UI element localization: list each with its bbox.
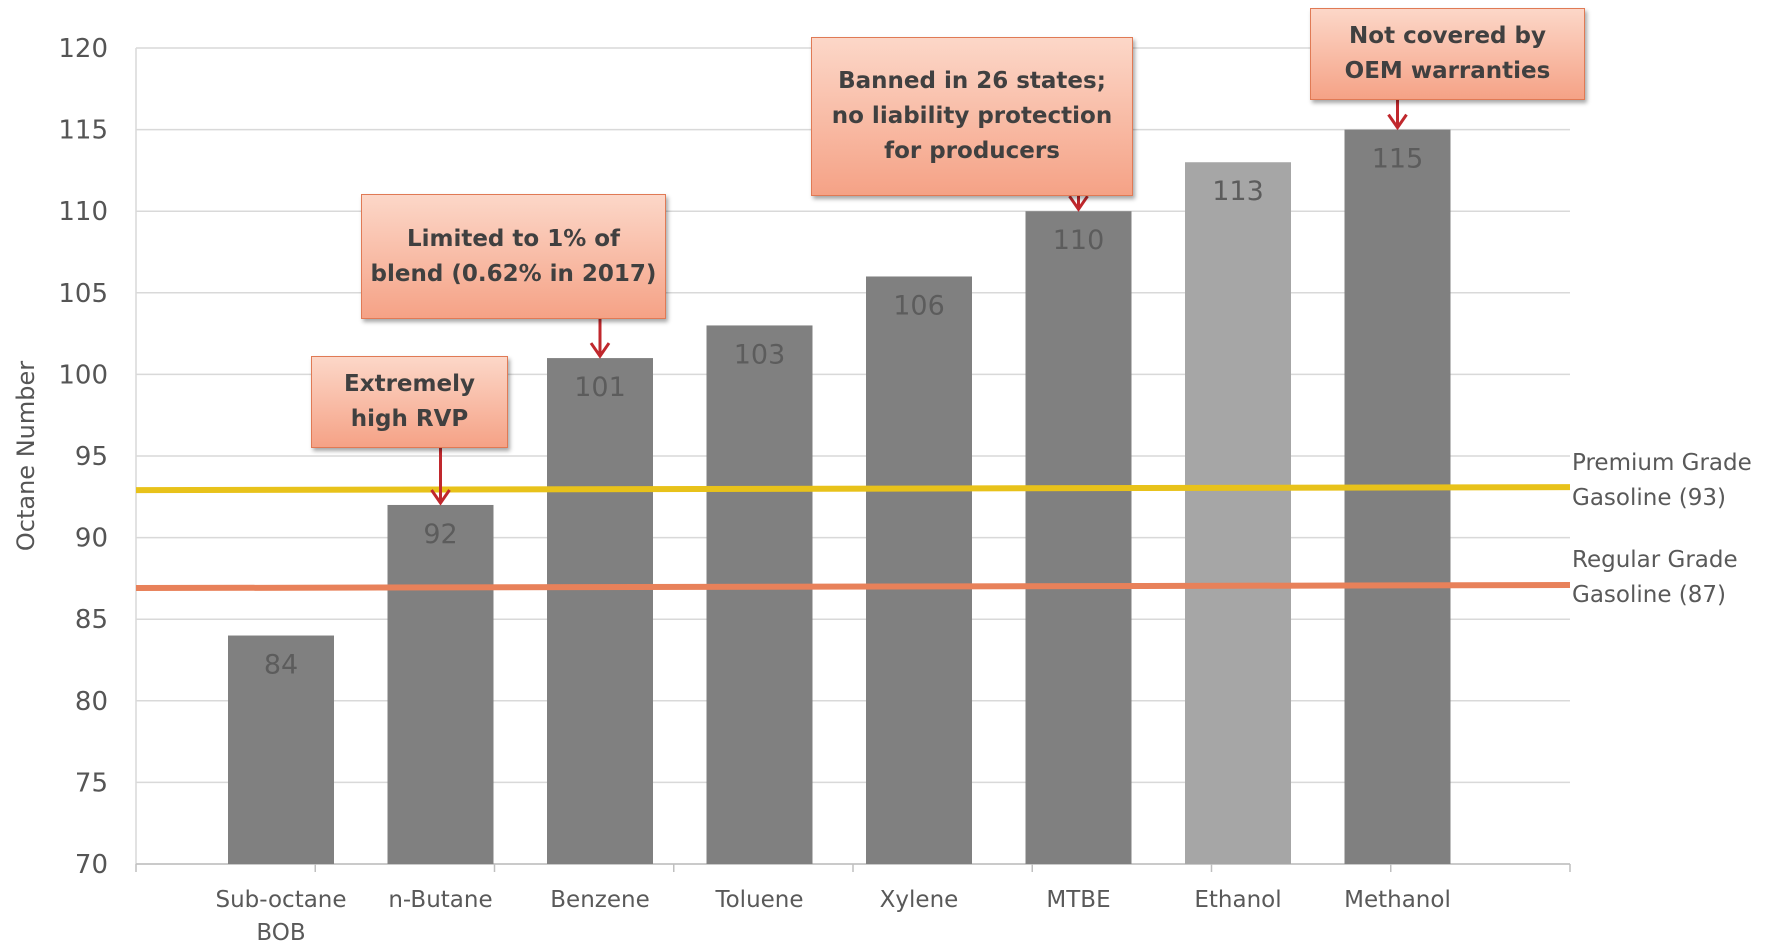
y-tick-label: 80 xyxy=(75,687,108,717)
reference-line-label: Regular Grade Gasoline (87) xyxy=(1572,547,1738,608)
bar-value-label: 101 xyxy=(574,372,626,403)
annotation-callout: Not covered by OEM warranties xyxy=(1310,8,1585,100)
y-tick-label: 100 xyxy=(58,360,108,390)
annotation-callout: Banned in 26 states; no liability protec… xyxy=(811,37,1133,196)
reference-lines: Premium Grade Gasoline (93) Regular Grade G… xyxy=(135,450,1752,608)
bar xyxy=(1344,129,1451,865)
annotation-arrow-head xyxy=(1387,113,1408,131)
bars: 84 92 101 103 106 110 113 115 xyxy=(228,129,1451,865)
x-category-label: n-Butane xyxy=(388,887,492,913)
bar xyxy=(706,325,813,864)
annotation-arrow-head xyxy=(430,489,451,506)
annotation-arrow-head xyxy=(1068,195,1089,212)
bar-value-label: 110 xyxy=(1053,225,1105,256)
annotation-arrows xyxy=(430,100,1408,506)
y-tick-label: 110 xyxy=(58,197,108,227)
y-tick-label: 70 xyxy=(75,850,108,880)
x-category-label: Sub-octane BOB xyxy=(215,887,346,941)
bar xyxy=(1025,211,1132,864)
x-category-label: Xylene xyxy=(880,887,959,913)
reference-line xyxy=(135,484,1571,494)
bar xyxy=(228,635,334,864)
y-tick-label: 75 xyxy=(75,768,108,798)
x-category-label: Methanol xyxy=(1344,887,1451,913)
x-category-label: Ethanol xyxy=(1194,887,1281,913)
y-tick-label: 85 xyxy=(75,605,108,635)
bar-value-label: 103 xyxy=(734,339,786,370)
bar xyxy=(1185,162,1291,865)
annotation-callout: Limited to 1% of blend (0.62% in 2017) xyxy=(361,194,666,319)
bar-value-label: 84 xyxy=(264,650,298,681)
bar-value-label: 92 xyxy=(423,519,457,550)
x-axis-categories: Sub-octane BOB n-Butane Benzene Toluene Xylen… xyxy=(215,887,1450,941)
reference-line-label: Premium Grade Gasoline (93) xyxy=(1572,450,1752,511)
annotation-callout: Extremely high RVP xyxy=(311,356,508,448)
x-category-label: Benzene xyxy=(550,887,649,913)
y-tick-label: 90 xyxy=(75,524,108,554)
bar xyxy=(547,358,653,864)
x-category-label: MTBE xyxy=(1046,887,1110,913)
bar-value-label: 115 xyxy=(1372,144,1424,175)
y-tick-label: 120 xyxy=(58,34,108,64)
gridlines xyxy=(135,47,1571,872)
bar xyxy=(387,504,494,864)
bar-value-label: 113 xyxy=(1212,176,1264,207)
y-tick-label: 105 xyxy=(58,279,108,309)
y-tick-label: 115 xyxy=(58,116,108,146)
y-axis-ticks: 70 75 80 85 90 95 100 105 110 115 120 xyxy=(58,34,108,880)
x-category-label: Toluene xyxy=(714,887,803,913)
y-tick-label: 95 xyxy=(75,442,108,472)
bar xyxy=(866,276,972,865)
y-axis-title: Octane Number xyxy=(12,361,40,551)
reference-line xyxy=(135,582,1571,592)
annotation-arrow-head xyxy=(589,342,611,359)
bar-value-label: 106 xyxy=(893,290,945,321)
